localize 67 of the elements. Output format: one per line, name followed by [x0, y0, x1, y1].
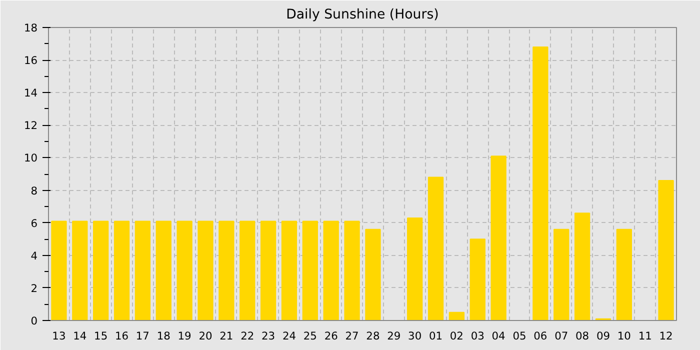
x-tick-label: 18: [156, 330, 171, 342]
y-tick-label: 0: [30, 314, 38, 328]
bar: [114, 220, 130, 320]
x-tick-label: 30: [408, 330, 422, 342]
bar: [365, 228, 381, 320]
x-tick-label: 27: [345, 330, 359, 342]
x-tick-label: 12: [659, 330, 673, 342]
bar: [156, 220, 172, 320]
bar: [470, 238, 486, 320]
bar: [428, 176, 444, 320]
x-tick-label: 01: [428, 330, 443, 342]
x-tick-label: 04: [492, 330, 506, 342]
x-tick-label: 15: [94, 330, 108, 342]
x-tick-label: 09: [596, 330, 610, 342]
x-tick-label: 05: [512, 330, 526, 342]
x-tick-label: 25: [303, 330, 317, 342]
x-tick-label: 24: [282, 330, 296, 342]
x-tick-label: 29: [387, 330, 401, 342]
x-tick-label: 17: [136, 330, 150, 342]
bar: [198, 220, 214, 320]
x-tick-label: 23: [262, 330, 276, 342]
bar: [407, 217, 423, 320]
bar: [72, 220, 88, 320]
bar: [616, 228, 632, 320]
bar: [302, 220, 318, 320]
x-tick-label: 03: [470, 330, 484, 342]
bar: [240, 220, 256, 320]
x-tick-label: 07: [554, 330, 568, 342]
y-tick-label: 6: [30, 216, 38, 230]
x-tick-label: 20: [198, 330, 212, 342]
y-tick-label: 10: [24, 152, 38, 165]
bar: [218, 220, 234, 320]
y-tick-label: 2: [30, 282, 38, 295]
bar: [448, 312, 465, 320]
bar: [93, 220, 109, 320]
bar: [344, 220, 360, 320]
y-tick-label: 4: [30, 249, 38, 262]
x-tick-label: 11: [638, 330, 652, 342]
x-tick-label: 02: [450, 330, 464, 342]
y-tick-label: 8: [30, 184, 38, 198]
bar: [554, 228, 570, 320]
bar: [323, 220, 339, 320]
x-tick-label: 10: [617, 330, 632, 342]
x-tick-label: 06: [534, 330, 548, 342]
bar: [281, 220, 298, 320]
x-tick-label: 14: [73, 330, 87, 342]
y-tick-label: 12: [24, 119, 38, 132]
chart-title: Daily Sunshine (Hours): [286, 8, 439, 22]
y-tick-label: 14: [24, 86, 38, 100]
x-tick-label: 26: [324, 330, 338, 342]
x-tick-label: 28: [366, 330, 380, 342]
bar: [260, 220, 276, 320]
x-tick-label: 22: [240, 330, 254, 342]
bar: [532, 46, 548, 320]
bar: [658, 180, 674, 320]
x-tick-label: 13: [52, 330, 66, 342]
y-tick-label: 18: [24, 22, 38, 34]
bar: [490, 156, 506, 320]
x-tick-label: 16: [114, 330, 129, 342]
y-tick-label: 16: [24, 54, 38, 68]
bar: [134, 220, 151, 320]
x-tick-label: 08: [576, 330, 590, 342]
bar: [574, 212, 590, 320]
x-tick-label: 19: [178, 330, 192, 342]
x-tick-label: 21: [220, 330, 234, 342]
bar: [176, 220, 192, 320]
bar: [51, 220, 67, 320]
